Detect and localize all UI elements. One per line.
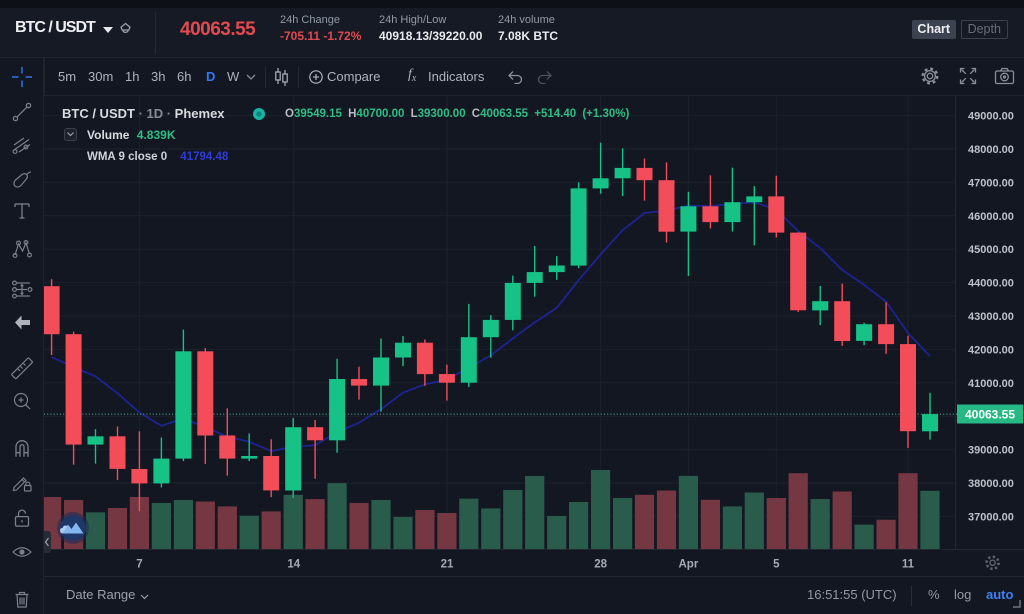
svg-text:46000.00: 46000.00 [968,211,1014,223]
svg-text:39000.00: 39000.00 [968,445,1014,457]
svg-text:44000.00: 44000.00 [968,278,1014,290]
svg-text:49000.00: 49000.00 [968,111,1014,123]
svg-text:47000.00: 47000.00 [968,177,1014,189]
svg-text:21: 21 [441,559,454,571]
svg-text:7: 7 [136,559,142,571]
svg-text:Apr: Apr [678,559,698,571]
svg-text:42000.00: 42000.00 [968,344,1014,356]
svg-text:45000.00: 45000.00 [968,244,1014,256]
svg-text:40063.55: 40063.55 [965,407,1015,421]
svg-text:37000.00: 37000.00 [968,511,1014,523]
svg-text:38000.00: 38000.00 [968,478,1014,490]
svg-text:48000.00: 48000.00 [968,144,1014,156]
svg-text:5: 5 [773,559,780,571]
svg-text:41000.00: 41000.00 [968,378,1014,390]
svg-text:14: 14 [287,559,300,571]
svg-text:43000.00: 43000.00 [968,311,1014,323]
svg-text:28: 28 [594,559,607,571]
svg-text:11: 11 [902,559,915,571]
